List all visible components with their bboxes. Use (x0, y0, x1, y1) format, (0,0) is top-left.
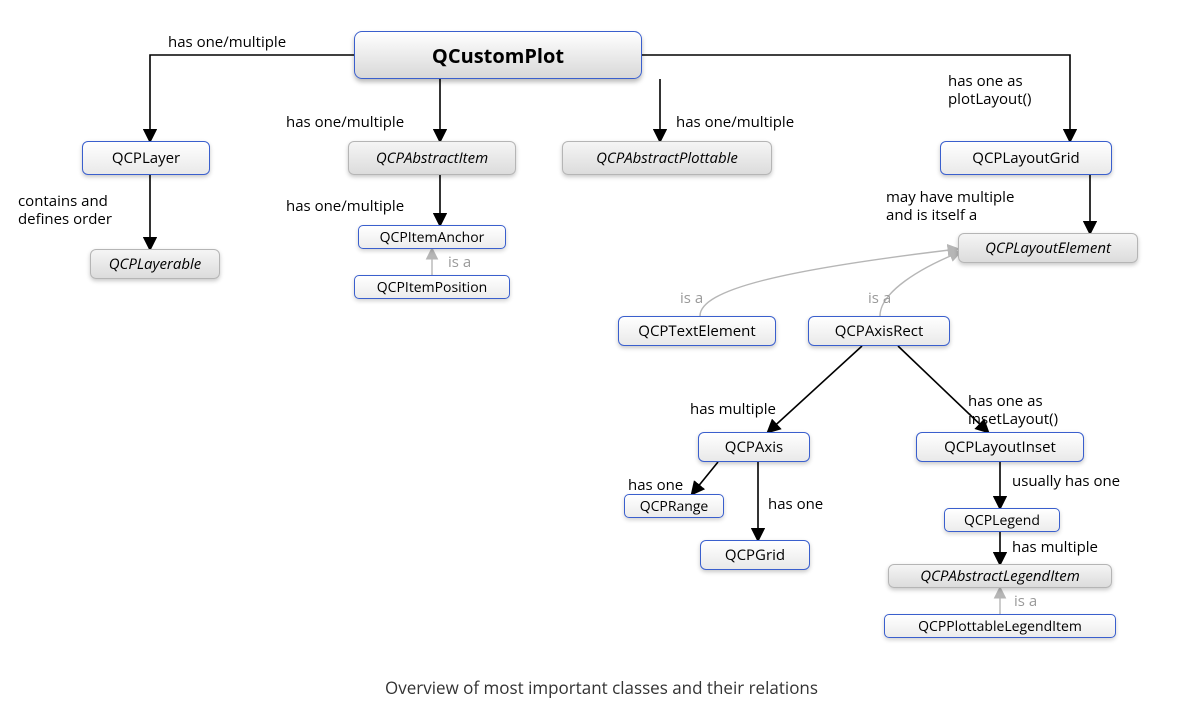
node-label-qcpabstractplottable: QCPAbstractPlottable (596, 148, 738, 168)
edge-label-qcpaxisrect-qcplayoutinset: has one as insetLayout() (968, 392, 1058, 428)
node-label-qcpaxisrect: QCPAxisRect (835, 321, 924, 341)
node-label-qcpabstractlegenditem: QCPAbstractLegendItem (920, 566, 1080, 586)
edge-label-qcplayoutgrid-qcplayoutelement: may have multiple and is itself a (886, 188, 1014, 224)
node-qcpabstractitem: QCPAbstractItem (348, 141, 516, 175)
class-diagram: Overview of most important classes and t… (0, 0, 1203, 716)
node-qcustomplot: QCustomPlot (354, 31, 642, 79)
edge-qcpaxisrect-qcpaxis (768, 346, 862, 432)
node-qcplayoutgrid: QCPLayoutGrid (940, 141, 1112, 175)
node-label-qcplayoutinset: QCPLayoutInset (944, 437, 1056, 457)
edge-label-qcustomplot-qcpabstractitem: has one/multiple (286, 113, 404, 131)
edge-label-qcpaxisrect-qcpaxis: has multiple (690, 400, 776, 418)
edge-label-qcpabstractitem-qcpitemanchor: has one/multiple (286, 197, 404, 215)
node-label-qcpplottablelegenditem: QCPPlottableLegendItem (918, 617, 1082, 636)
node-qcplayer: QCPLayer (82, 141, 210, 175)
edge-label-qcptextelement-qcplayoutelement: is a (680, 289, 703, 307)
caption-text: Overview of most important classes and t… (385, 676, 818, 699)
node-qcpitemanchor: QCPItemAnchor (358, 225, 506, 249)
edge-label-qcustomplot-qcplayoutgrid: has one as plotLayout() (948, 72, 1031, 108)
edge-label-qcpaxisrect-qcplayoutelement: is a (868, 289, 891, 307)
node-qcpabstractlegenditem: QCPAbstractLegendItem (888, 564, 1112, 588)
node-qcplegend: QCPLegend (944, 508, 1060, 532)
edge-label-qcplegend-qcpabstractlegenditem: has multiple (1012, 538, 1098, 556)
node-qcpplottablelegenditem: QCPPlottableLegendItem (884, 614, 1116, 638)
node-label-qcptextelement: QCPTextElement (638, 321, 755, 341)
node-qcpabstractplottable: QCPAbstractPlottable (562, 141, 772, 175)
edge-label-qcpitemposition-qcpitemanchor: is a (448, 253, 471, 271)
node-qcpgrid: QCPGrid (700, 540, 810, 570)
node-qcprange: QCPRange (624, 494, 724, 518)
node-label-qcpitemanchor: QCPItemAnchor (380, 228, 485, 247)
edge-qcptextelement-qcplayoutelement (700, 249, 958, 316)
edge-label-qcpaxis-qcprange: has one (628, 476, 683, 494)
node-label-qcplayoutelement: QCPLayoutElement (985, 238, 1111, 258)
edge-label-qcpplottablelegenditem-qcpabstractlegenditem: is a (1014, 592, 1037, 610)
edge-label-qcustomplot-qcpabstractplottable: has one/multiple (676, 113, 794, 131)
edge-label-qcplayoutinset-qcplegend: usually has one (1012, 472, 1120, 490)
node-qcpaxis: QCPAxis (698, 432, 810, 462)
node-label-qcustomplot: QCustomPlot (432, 42, 564, 69)
node-label-qcplegend: QCPLegend (964, 511, 1040, 530)
node-label-qcpgrid: QCPGrid (725, 545, 785, 565)
node-qcptextelement: QCPTextElement (618, 316, 776, 346)
node-qcplayerable: QCPLayerable (90, 249, 220, 279)
node-label-qcpitemposition: QCPItemPosition (377, 278, 487, 297)
edge-label-qcplayer-qcplayerable: contains and defines order (18, 192, 112, 228)
node-label-qcplayer: QCPLayer (112, 148, 180, 168)
edge-label-qcpaxis-qcpgrid: has one (768, 495, 823, 513)
node-qcplayoutelement: QCPLayoutElement (958, 233, 1138, 263)
node-label-qcpaxis: QCPAxis (725, 437, 783, 457)
diagram-caption: Overview of most important classes and t… (0, 676, 1203, 699)
node-qcplayoutinset: QCPLayoutInset (916, 432, 1084, 462)
edge-qcpaxisrect-qcplayoutelement (880, 252, 960, 316)
node-label-qcpabstractitem: QCPAbstractItem (376, 148, 488, 168)
edge-qcpaxis-qcprange (692, 462, 718, 494)
node-label-qcprange: QCPRange (640, 497, 709, 516)
node-qcpaxisrect: QCPAxisRect (808, 316, 950, 346)
node-label-qcplayerable: QCPLayerable (109, 254, 202, 274)
node-label-qcplayoutgrid: QCPLayoutGrid (972, 148, 1079, 168)
edge-label-qcustomplot-qcplayer: has one/multiple (168, 33, 286, 51)
node-qcpitemposition: QCPItemPosition (354, 275, 510, 299)
